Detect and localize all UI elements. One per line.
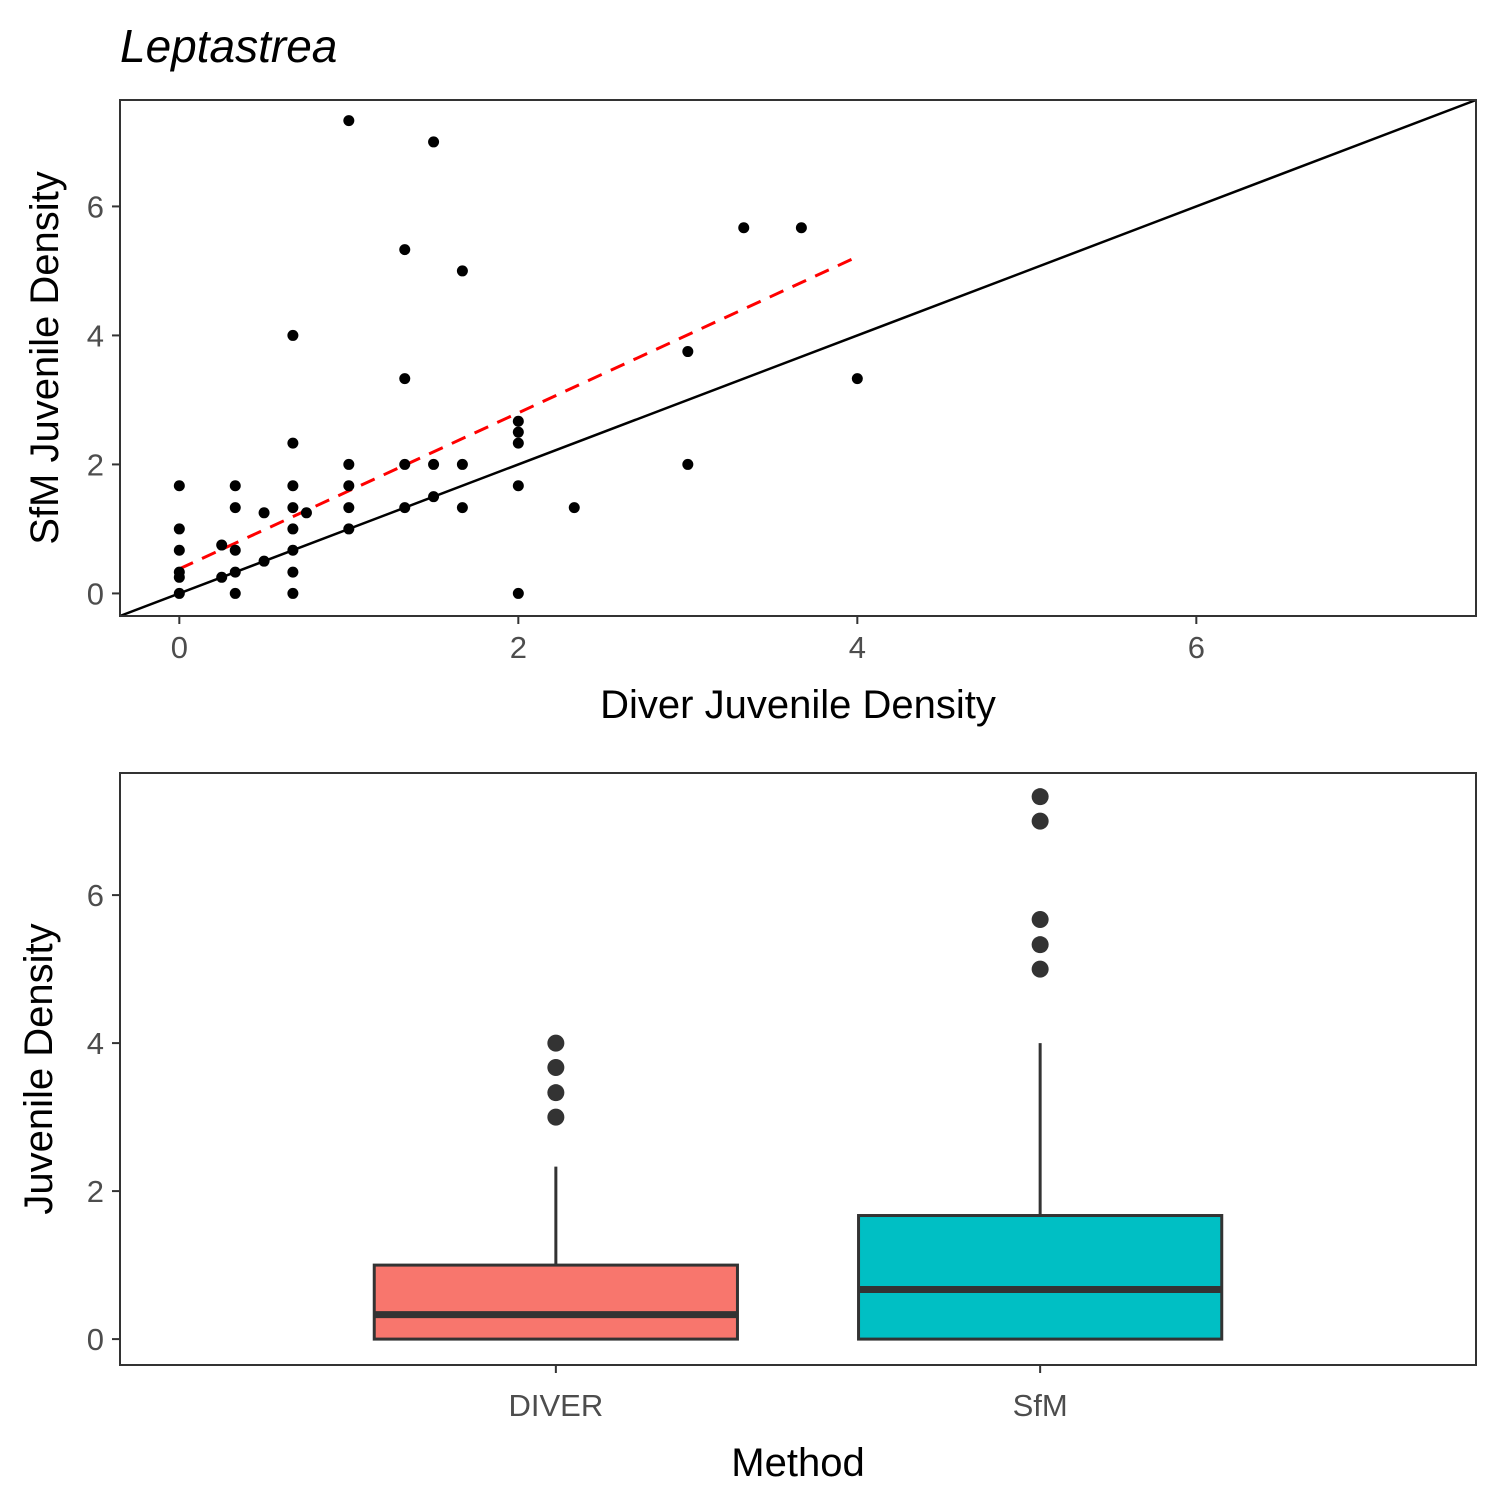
boxplot-marks bbox=[372, 788, 1224, 1341]
plot-title: Leptastrea bbox=[120, 20, 337, 72]
scatter-point bbox=[399, 502, 411, 514]
scatter-point bbox=[512, 437, 524, 449]
scatter-point bbox=[399, 373, 411, 385]
scatter-point bbox=[287, 523, 299, 535]
scatter-point bbox=[173, 480, 185, 492]
scatter-point bbox=[512, 587, 524, 599]
scatter-point bbox=[851, 373, 863, 385]
scatter-point bbox=[795, 222, 807, 234]
scatter-point bbox=[343, 523, 355, 535]
box-sfm bbox=[857, 788, 1224, 1341]
box-body bbox=[372, 1263, 739, 1341]
scatter-marks bbox=[119, 98, 1477, 618]
box-outlier bbox=[547, 1059, 565, 1077]
y-tick-label: 4 bbox=[87, 318, 104, 353]
scatter-point bbox=[216, 571, 228, 583]
scatter-panel: Leptastrea 0 2 4 6 0 2 4 6 Diver Juvenile Dens… bbox=[23, 20, 1477, 727]
scatter-point bbox=[682, 346, 694, 358]
scatter-point bbox=[229, 587, 241, 599]
scatter-point bbox=[287, 587, 299, 599]
scatter-point bbox=[428, 458, 440, 470]
boxplot-x-axis-title: Method bbox=[731, 1441, 864, 1485]
scatter-point bbox=[173, 587, 185, 599]
scatter-point bbox=[173, 544, 185, 556]
boxplot-y-axis: 0 2 4 6 bbox=[87, 878, 120, 1357]
box-outlier bbox=[1031, 936, 1049, 954]
box-outlier bbox=[1031, 788, 1049, 806]
scatter-y-axis-title: SfM Juvenile Density bbox=[23, 171, 67, 544]
scatter-point bbox=[343, 115, 355, 127]
scatter-point bbox=[682, 458, 694, 470]
scatter-point bbox=[568, 502, 580, 514]
scatter-point bbox=[258, 507, 270, 519]
scatter-point bbox=[173, 523, 185, 535]
scatter-point bbox=[229, 566, 241, 578]
box-outlier bbox=[1031, 960, 1049, 978]
scatter-point bbox=[287, 329, 299, 341]
box-outlier bbox=[1031, 911, 1049, 929]
y-tick-label: 2 bbox=[87, 1174, 104, 1209]
y-tick-label: 0 bbox=[87, 1322, 104, 1357]
scatter-point bbox=[258, 555, 270, 567]
scatter-point bbox=[456, 502, 468, 514]
scatter-point bbox=[343, 458, 355, 470]
scatter-point bbox=[399, 458, 411, 470]
box-outlier bbox=[547, 1034, 565, 1052]
scatter-point bbox=[229, 502, 241, 514]
x-tick-label: 4 bbox=[849, 630, 866, 665]
box-diver bbox=[372, 1034, 739, 1341]
scatter-point bbox=[428, 491, 440, 503]
boxplot-y-axis-title: Juvenile Density bbox=[17, 923, 61, 1214]
scatter-point bbox=[512, 415, 524, 427]
box-body bbox=[857, 1214, 1224, 1341]
y-tick-label: 4 bbox=[87, 1026, 104, 1061]
scatter-point bbox=[512, 480, 524, 492]
scatter-point bbox=[216, 539, 228, 551]
x-tick-label: 6 bbox=[1188, 630, 1205, 665]
scatter-point bbox=[512, 426, 524, 438]
scatter-point bbox=[738, 222, 750, 234]
scatter-x-axis: 0 2 4 6 bbox=[171, 616, 1205, 665]
boxplot-panel-border bbox=[119, 772, 1477, 1366]
x-tick-label: SfM bbox=[1013, 1388, 1068, 1423]
scatter-x-axis-title: Diver Juvenile Density bbox=[600, 683, 996, 727]
x-tick-label: 2 bbox=[510, 630, 527, 665]
scatter-point bbox=[343, 480, 355, 492]
y-tick-label: 2 bbox=[87, 447, 104, 482]
y-tick-label: 0 bbox=[87, 576, 104, 611]
scatter-point bbox=[229, 544, 241, 556]
scatter-panel-border bbox=[119, 99, 1477, 617]
scatter-point bbox=[229, 480, 241, 492]
box-outlier bbox=[547, 1084, 565, 1102]
box-outlier bbox=[1031, 812, 1049, 830]
scatter-point bbox=[399, 244, 411, 256]
scatter-point bbox=[456, 458, 468, 470]
scatter-point bbox=[287, 566, 299, 578]
scatter-y-axis: 0 2 4 6 bbox=[87, 189, 120, 611]
scatter-point bbox=[300, 507, 312, 519]
y-tick-label: 6 bbox=[87, 189, 104, 224]
boxplot-x-axis: DIVER SfM bbox=[508, 1365, 1068, 1423]
y-tick-label: 6 bbox=[87, 878, 104, 913]
scatter-point bbox=[287, 480, 299, 492]
scatter-point bbox=[287, 544, 299, 556]
box-outlier bbox=[547, 1108, 565, 1126]
scatter-point bbox=[456, 265, 468, 277]
scatter-point bbox=[287, 502, 299, 514]
x-tick-label: DIVER bbox=[508, 1388, 603, 1423]
x-tick-label: 0 bbox=[171, 630, 188, 665]
scatter-point bbox=[428, 136, 440, 148]
scatter-point bbox=[343, 502, 355, 514]
boxplot-panel: DIVER SfM 0 2 4 6 Method Juvenile Density bbox=[17, 772, 1477, 1485]
scatter-point bbox=[173, 571, 185, 583]
scatter-point bbox=[287, 437, 299, 449]
